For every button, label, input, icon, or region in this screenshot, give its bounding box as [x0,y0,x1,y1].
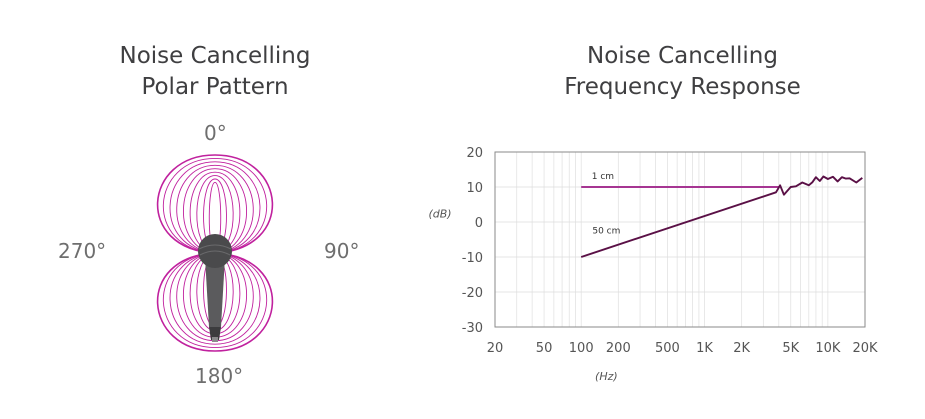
polar-lobe-rear [162,252,268,349]
polar-title-line2: Polar Pattern [141,74,289,100]
x-tick-label: 20 [487,341,504,356]
y-tick-label: 10 [466,181,483,196]
y-tick-label: 20 [466,146,483,161]
x-tick-label: 200 [606,341,631,356]
x-tick-label: 2K [733,341,750,356]
polar-lobe-front [189,171,241,254]
microphone-icon [198,234,232,342]
y-axis-label: (dB) [428,207,451,220]
polar-label-180: 180° [195,364,244,388]
polar-lobe-rear [169,252,261,345]
x-axis-label: (Hz) [595,370,618,383]
y-tick-label: -30 [462,321,483,336]
freq-title-line1: Noise Cancelling [587,43,778,69]
series-label: 1 cm [592,172,614,182]
x-tick-label: 500 [655,341,680,356]
polar-lobe-front [176,164,254,254]
x-tick-label: 20K [852,341,878,356]
polar-lobe-front [156,154,274,254]
polar-label-90: 90° [324,239,360,263]
x-tick-label: 50 [536,341,553,356]
y-tick-label: -20 [462,286,483,301]
polar-lobe-front [196,175,234,254]
y-tick-label: 0 [475,216,483,231]
series-line-50cm [580,175,863,258]
x-tick-label: 10K [815,341,841,356]
polar-lobe-front [203,178,227,254]
polar-title: Noise Cancelling Polar Pattern [80,41,350,103]
polar-title-line1: Noise Cancelling [119,43,311,69]
series-label: 50 cm [592,227,620,237]
polar-lobe-front [169,161,261,254]
polar-lobe-front [162,157,268,254]
grid [494,151,866,328]
polar-label-0: 0° [204,121,227,145]
plot-frame [494,151,866,328]
polar-label-270: 270° [58,239,107,263]
freq-title-line2: Frequency Response [564,74,801,100]
y-tick-label: -10 [462,251,483,266]
x-tick-label: 100 [569,341,594,356]
polar-lobe-front [183,168,247,254]
freq-title: Noise Cancelling Frequency Response [530,41,835,103]
x-tick-label: 5K [782,341,799,356]
x-tick-label: 1K [696,341,713,356]
polar-lobe-rear [156,252,274,352]
polar-pattern-diagram [156,154,274,352]
